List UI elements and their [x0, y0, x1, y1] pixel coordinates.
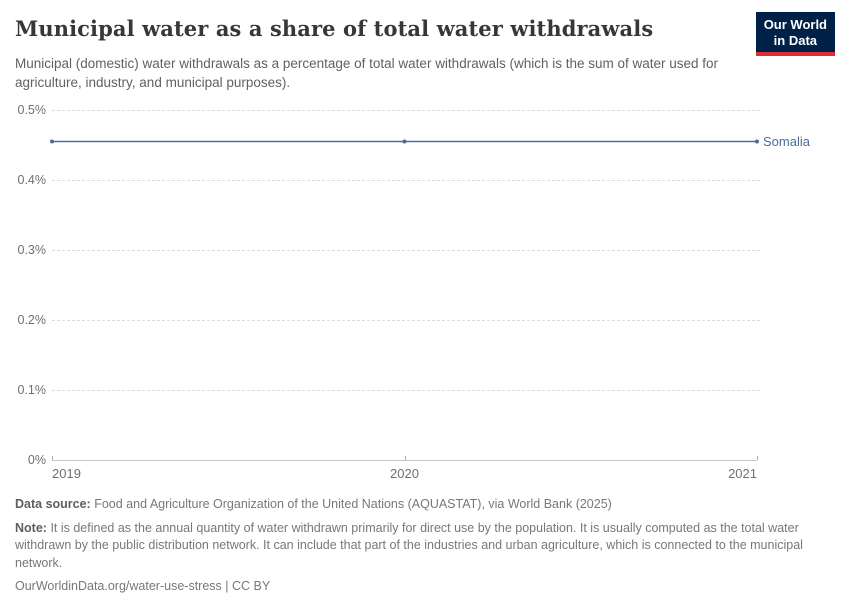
x-tick-label: 2021 [728, 466, 757, 481]
y-tick-label: 0.3% [17, 243, 47, 257]
x-tick-label: 2020 [390, 466, 419, 481]
owid-logo-line2: in Data [773, 32, 818, 48]
chart-footer: Data source: Food and Agriculture Organi… [15, 496, 827, 600]
line-chart: 0% 0.1% 0.2% 0.3% 0.4% 0.5% 2019 2020 2021 Somali… [0, 100, 850, 485]
data-point[interactable] [50, 139, 54, 144]
gridline [52, 250, 760, 251]
series-label-somalia[interactable]: Somalia [763, 134, 811, 149]
data-point[interactable] [402, 139, 407, 144]
gridline [52, 320, 760, 321]
y-tick-label: 0.4% [17, 173, 47, 187]
owid-logo[interactable]: Our World in Data [755, 12, 835, 57]
plot-area: Somalia [50, 134, 811, 149]
data-point[interactable] [755, 139, 759, 144]
y-tick-label: 0.5% [17, 103, 47, 117]
gridline [52, 180, 760, 181]
owid-logo-line1: Our World [763, 17, 827, 32]
x-axis-line [52, 460, 757, 461]
note-label: Note: [15, 520, 47, 535]
y-tick-label: 0.1% [17, 383, 47, 397]
y-tick-label: 0.2% [17, 313, 47, 327]
data-source-text: Food and Agriculture Organization of the… [94, 497, 612, 511]
chart-title: Municipal water as a share of total wate… [15, 16, 654, 41]
x-axis-tick [52, 456, 53, 460]
gridline [52, 110, 760, 111]
citation-line[interactable]: OurWorldinData.org/water-use-stress | CC… [15, 579, 271, 593]
y-tick-label: 0% [27, 453, 46, 467]
gridline [52, 390, 760, 391]
chart-subtitle: Municipal (domestic) water withdrawals a… [15, 56, 719, 91]
x-axis-tick [404, 456, 406, 460]
x-axis-tick [757, 456, 758, 460]
data-source-label: Data source: [15, 497, 91, 511]
note-line: Note: It is defined as the annual quanti… [15, 520, 827, 573]
note-text: It is defined as the annual quantity of … [15, 520, 803, 570]
data-source-line: Data source: Food and Agriculture Organi… [15, 496, 827, 514]
x-tick-label: 2019 [52, 466, 81, 481]
